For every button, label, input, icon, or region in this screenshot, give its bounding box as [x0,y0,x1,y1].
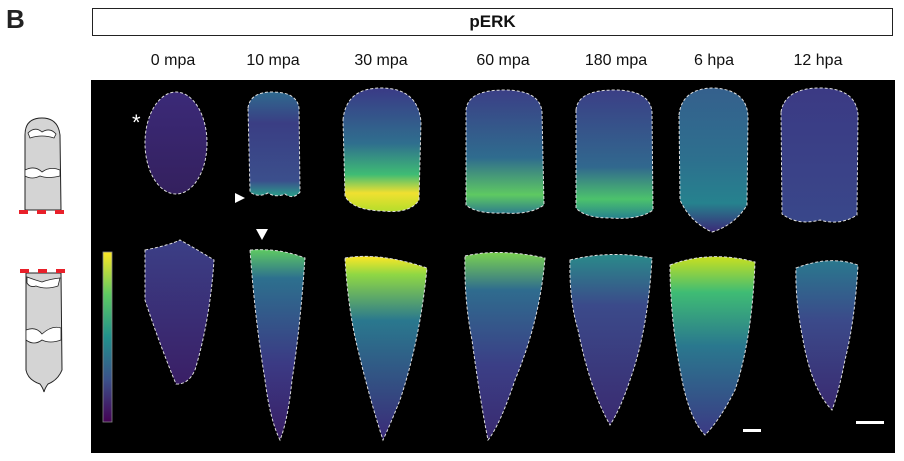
bottom-row-samples [144,239,859,442]
sample-180mpa-top [575,89,654,219]
sample-180mpa-bottom [569,253,653,426]
timepoint-label: 0 mpa [150,52,196,69]
sample-10mpa-top [247,91,301,198]
amputation-schematic-bottom [20,269,65,393]
sample-30mpa-bottom [344,255,428,442]
sample-6hpa-bottom [669,256,756,436]
timepoint-label: 6 hpa [693,52,735,69]
sample-12hpa-top [780,87,859,223]
sample-0mpa-top [144,91,208,195]
panel-label: B [6,4,25,34]
amputation-schematic-top [19,117,64,214]
arrowhead-right-icon [235,193,245,203]
scale-bar [856,421,884,424]
sample-60mpa-bottom [464,251,546,442]
arrowhead-down-icon [256,229,268,240]
timepoint-label: 180 mpa [584,52,648,69]
sample-10mpa-bottom [249,249,306,442]
asterisk-marker: * [132,110,141,135]
timepoint-label: 10 mpa [246,52,300,69]
sample-0mpa-bottom [144,239,215,385]
scale-bar [743,429,761,432]
sample-6hpa-top [678,87,749,233]
colorbar [102,251,113,423]
timepoint-label: 30 mpa [354,52,408,69]
top-row-samples [144,87,859,233]
timepoint-label: 60 mpa [476,52,530,69]
sample-30mpa-top [342,87,422,212]
timepoint-label: 12 hpa [793,52,843,69]
sample-12hpa-bottom [795,260,859,411]
sample-60mpa-top [465,89,545,214]
stain-title: pERK [92,8,893,36]
